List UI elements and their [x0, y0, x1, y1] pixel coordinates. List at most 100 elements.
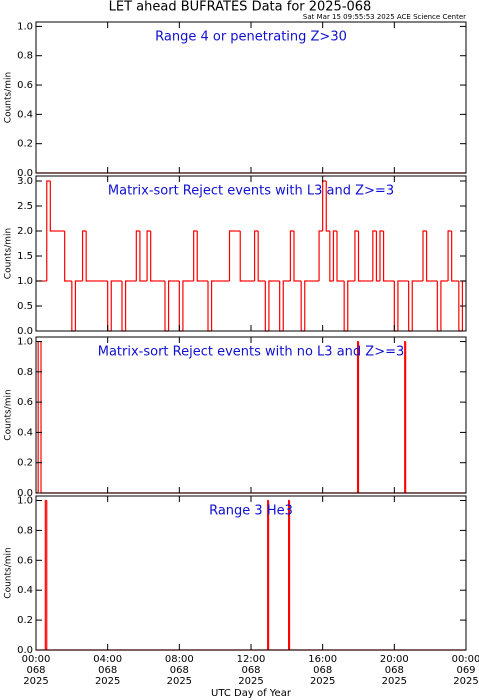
- step-segment: [193, 230, 198, 281]
- x-tick-day: 068: [98, 665, 117, 676]
- step-segment: [167, 280, 173, 331]
- y-tick-label: 0.8: [17, 525, 33, 536]
- y-tick-label: 3.0: [17, 176, 33, 187]
- step-segment: [239, 231, 244, 282]
- step-segment: [74, 280, 79, 331]
- y-axis-label: Counts/min: [4, 389, 14, 440]
- x-tick-label: 08:00: [165, 654, 194, 665]
- y-tick-label: 0.6: [17, 397, 33, 408]
- y-tick-label: 0.2: [17, 139, 33, 150]
- x-tick-day: 068: [170, 665, 189, 676]
- panel-title: Range 3 He3: [209, 504, 293, 519]
- step-segment: [451, 231, 456, 282]
- step-segment: [282, 280, 287, 331]
- page-title: LET ahead BUFRATES Data for 2025-068: [109, 0, 372, 15]
- panel-title: Matrix-sort Reject events with no L3 and…: [98, 345, 405, 360]
- step-segment: [146, 230, 151, 281]
- y-tick-label: 0.6: [17, 555, 33, 566]
- step-segment: [382, 231, 388, 282]
- step-segment: [85, 231, 90, 282]
- step-segment: [253, 230, 259, 281]
- step-segment: [150, 231, 155, 282]
- y-axis-label: Counts/min: [4, 228, 14, 279]
- step-segment: [64, 231, 69, 282]
- subtitle: Sat Mar 15 09:55:53 2025 ACE Science Cen…: [303, 13, 466, 21]
- y-tick-label: 1.0: [17, 337, 33, 348]
- x-tick-label: 12:00: [237, 654, 266, 665]
- y-axis-label: Counts/min: [4, 72, 14, 123]
- step-segment: [405, 341, 466, 494]
- x-axis-label: UTC Day of Year: [211, 688, 292, 699]
- panel-title: Matrix-sort Reject events with L3 and Z>…: [108, 184, 394, 199]
- x-tick-year: 2025: [453, 676, 478, 687]
- step-segment: [81, 230, 87, 281]
- step-segment: [228, 230, 234, 281]
- y-tick-label: 0.4: [17, 109, 33, 120]
- x-tick-year: 2025: [310, 676, 335, 687]
- step-segment: [268, 280, 273, 331]
- x-tick-day: 068: [385, 665, 404, 676]
- y-tick-label: 0.5: [17, 301, 33, 312]
- step-segment: [182, 280, 187, 331]
- x-tick-day: 068: [26, 665, 45, 676]
- step-segment: [375, 231, 380, 282]
- step-segment: [267, 500, 289, 651]
- step-segment: [304, 280, 309, 331]
- step-segment: [447, 230, 452, 281]
- x-tick-label: 20:00: [380, 654, 409, 665]
- step-segment: [325, 181, 330, 232]
- x-tick-day: 069: [456, 665, 475, 676]
- step-segment: [318, 230, 323, 281]
- y-tick-label: 0.0: [17, 488, 33, 499]
- step-segment: [411, 280, 416, 331]
- y-tick-label: 0.4: [17, 427, 33, 438]
- y-tick-label: 1.0: [17, 21, 33, 32]
- step-segment: [336, 231, 341, 282]
- x-tick-label: 16:00: [308, 654, 337, 665]
- x-tick-year: 2025: [382, 676, 407, 687]
- y-axis-label: Counts/min: [4, 547, 14, 598]
- y-tick-label: 0.4: [17, 585, 33, 596]
- step-segment: [372, 230, 377, 281]
- step-segment: [425, 231, 431, 282]
- y-tick-label: 0.2: [17, 458, 33, 469]
- y-tick-label: 1.0: [17, 495, 33, 506]
- x-tick-year: 2025: [238, 676, 263, 687]
- step-segment: [329, 231, 334, 282]
- panel-frame: [35, 495, 467, 651]
- y-tick-label: 0.0: [17, 168, 33, 179]
- step-segment: [44, 499, 47, 650]
- panel-frame: [35, 175, 467, 332]
- y-tick-label: 1.0: [17, 276, 33, 287]
- step-segment: [46, 500, 268, 651]
- step-segment: [397, 280, 402, 331]
- step-segment: [289, 230, 294, 281]
- step-segment: [347, 280, 352, 331]
- y-tick-label: 0.0: [17, 326, 33, 337]
- x-tick-day: 068: [313, 665, 332, 676]
- x-tick-year: 2025: [23, 676, 48, 687]
- step-segment: [354, 230, 359, 281]
- step-segment: [110, 280, 115, 331]
- step-segment: [288, 500, 466, 651]
- step-segment: [124, 280, 130, 331]
- step-segment: [357, 341, 405, 494]
- y-tick-label: 0.2: [17, 615, 33, 626]
- x-tick-label: 00:00: [452, 654, 479, 665]
- x-tick-day: 068: [241, 665, 260, 676]
- y-tick-label: 2.5: [17, 201, 33, 212]
- step-segment: [288, 499, 290, 650]
- step-segment: [196, 231, 201, 282]
- step-segment: [49, 181, 54, 232]
- x-tick-label: 00:00: [22, 654, 51, 665]
- step-segment: [422, 230, 427, 281]
- x-tick-label: 04:00: [93, 654, 122, 665]
- step-segment: [139, 231, 144, 282]
- y-tick-label: 0.8: [17, 51, 33, 62]
- panel-frame: [35, 21, 467, 174]
- step-segment: [379, 230, 384, 281]
- step-segment: [40, 341, 358, 494]
- y-tick-label: 0.8: [17, 367, 33, 378]
- step-segment: [267, 499, 269, 650]
- step-segment: [332, 230, 337, 281]
